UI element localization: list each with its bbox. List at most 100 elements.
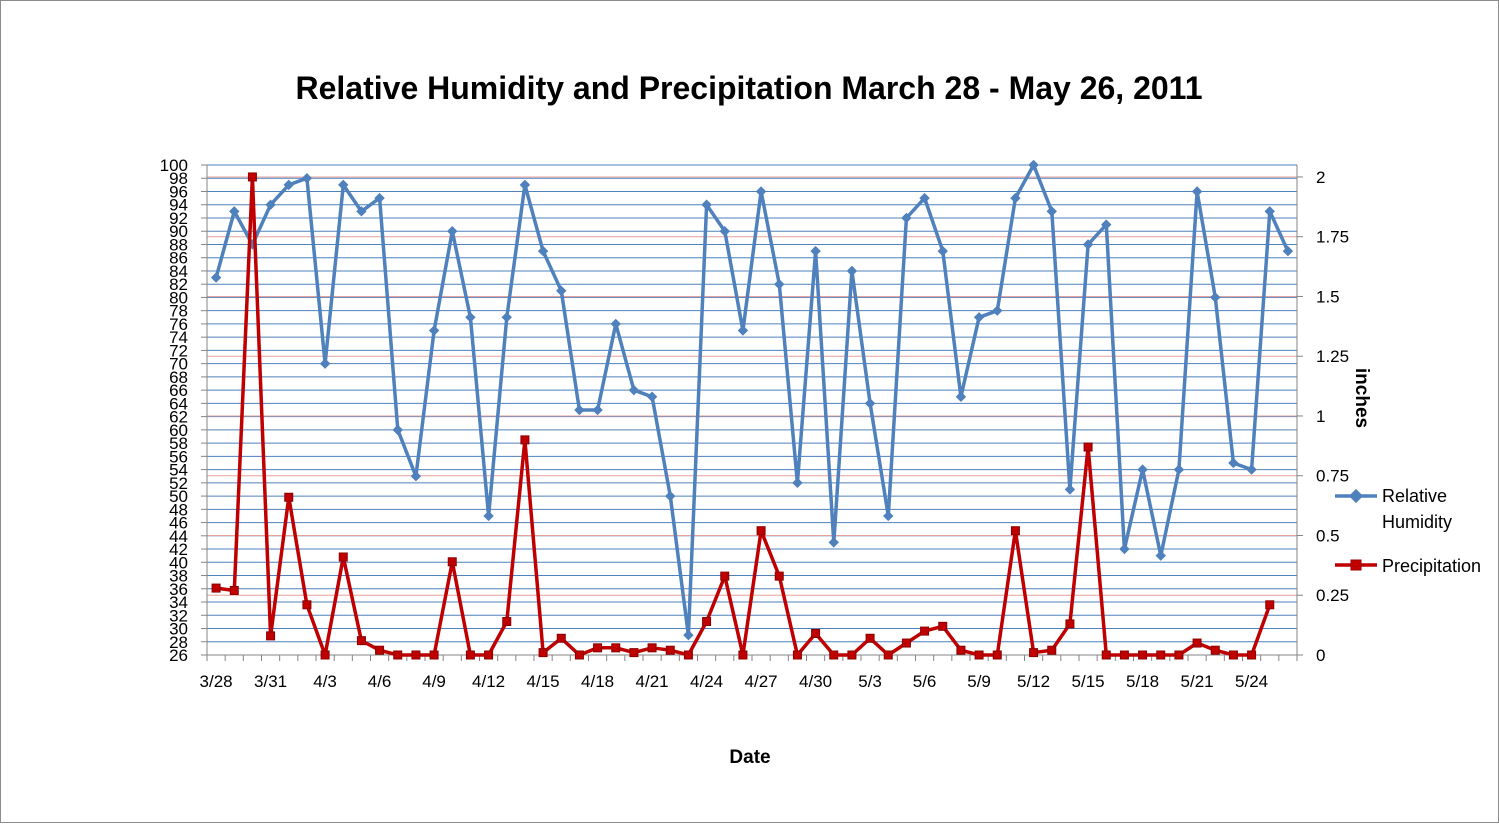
precipitation-point: [447, 557, 457, 567]
humidity-point: [428, 325, 440, 336]
humidity-point: [356, 206, 367, 217]
x-tick-label: 4/18: [581, 672, 614, 691]
series-line-humidity: [214, 163, 1290, 637]
humidity-point: [992, 305, 1003, 316]
humidity-point: [628, 384, 640, 396]
humidity-point: [229, 206, 240, 217]
left-tick-label: 66: [169, 381, 188, 400]
right-tick-label: 0.5: [1316, 526, 1340, 545]
x-tick-label: 4/24: [690, 672, 723, 691]
left-tick-label: 60: [169, 421, 188, 440]
precipitation-point: [302, 600, 312, 610]
humidity-point: [610, 318, 621, 330]
precipitation-point: [266, 631, 276, 641]
left-tick-label: 84: [169, 262, 188, 281]
x-tick-label: 3/28: [200, 672, 233, 691]
right-tick-label: 2: [1316, 168, 1325, 187]
left-tick-label: 98: [169, 169, 188, 188]
precipitation-point: [756, 526, 766, 536]
left-axis-ticks: 2628303234363840424446485052545658606264…: [160, 156, 188, 665]
precipitation-point: [502, 617, 512, 627]
precipitation-point: [284, 492, 294, 502]
left-tick-label: 64: [169, 394, 188, 413]
precipitation-point: [738, 650, 748, 660]
x-tick-label: 4/6: [368, 672, 392, 691]
left-tick-label: 52: [169, 474, 188, 493]
humidity-point: [519, 179, 531, 191]
humidity-point: [1228, 457, 1239, 469]
precipitation-point: [593, 643, 603, 653]
humidity-point: [374, 192, 385, 204]
precipitation-point: [556, 633, 566, 643]
x-tick-label: 4/30: [799, 672, 832, 691]
precipitation-point: [320, 650, 330, 660]
x-tick-label: 4/9: [422, 672, 446, 691]
x-tick-label: 5/9: [967, 672, 991, 691]
humidity-point: [719, 226, 730, 237]
left-tick-label: 76: [169, 315, 188, 334]
legend-humidity-marker: [1348, 488, 1364, 504]
precipitation-point: [720, 571, 730, 581]
left-tick-label: 72: [169, 341, 188, 360]
left-tick-label: 46: [169, 514, 188, 533]
precipitation-point: [1174, 650, 1184, 660]
left-tick-label: 94: [169, 196, 188, 215]
precipitation-point: [1228, 650, 1238, 660]
humidity-point: [646, 391, 658, 402]
precipitation-point: [1156, 650, 1166, 660]
humidity-point: [937, 245, 948, 257]
x-tick-label: 5/12: [1017, 672, 1050, 691]
left-tick-label: 50: [169, 487, 188, 506]
series-layer: [210, 159, 1294, 660]
x-tick-label: 4/21: [636, 672, 669, 691]
chart-title: Relative Humidity and Precipitation Marc…: [296, 70, 1203, 106]
humidity-point: [683, 629, 694, 641]
precipitation-point: [1119, 650, 1129, 660]
left-tick-label: 56: [169, 447, 188, 466]
x-tick-label: 5/15: [1072, 672, 1105, 691]
precipitation-point: [683, 650, 693, 660]
humidity-point: [410, 471, 422, 482]
humidity-point: [574, 404, 585, 416]
precipitation-point: [811, 628, 821, 638]
humidity-point: [1137, 464, 1148, 475]
precipitation-point: [211, 583, 221, 593]
humidity-point: [955, 391, 967, 402]
humidity-point: [283, 179, 294, 191]
precipitation-point: [774, 571, 784, 581]
x-tick-label: 5/21: [1181, 672, 1214, 691]
left-tick-label: 82: [169, 275, 188, 294]
right-tick-label: 0.25: [1316, 586, 1349, 605]
humidity-point: [301, 173, 313, 184]
humidity-point: [1173, 464, 1185, 475]
humidity-point: [210, 272, 222, 283]
left-tick-label: 28: [169, 633, 188, 652]
x-axis-ticks: 3/28 3/31 4/3 4/6 4/9 4/12 4/15 4/18 4/21 4/24 4/2…: [200, 672, 1269, 691]
x-tick-label: 4/27: [745, 672, 778, 691]
left-tick-label: 74: [169, 328, 188, 347]
x-tick-label: 4/12: [472, 672, 505, 691]
left-tick-label: 44: [169, 527, 188, 546]
precipitation-point: [538, 648, 548, 658]
humidity-point: [864, 398, 876, 409]
precipitation-point: [1047, 645, 1057, 655]
left-tick-label: 70: [169, 355, 188, 374]
precipitation-point: [1029, 648, 1039, 658]
precipitation-point: [665, 645, 675, 655]
left-tick-label: 68: [169, 368, 188, 387]
left-tick-label: 90: [169, 222, 188, 241]
left-tick-label: 34: [169, 593, 188, 612]
right-axis-ticks: 0 0.25 0.5 0.75 1 1.25 1.5 1.75 2: [1316, 168, 1349, 665]
left-tick-label: 54: [169, 461, 188, 480]
humidity-point: [1246, 464, 1257, 475]
precipitation-point: [901, 638, 911, 648]
right-tick-label: 0.75: [1316, 467, 1349, 486]
humidity-point: [1028, 159, 1039, 171]
x-axis-title: Date: [729, 747, 770, 768]
humidity-point: [883, 510, 894, 522]
precipitation-point: [920, 626, 930, 636]
humidity-point: [501, 312, 512, 323]
precipitation-point: [974, 650, 984, 660]
